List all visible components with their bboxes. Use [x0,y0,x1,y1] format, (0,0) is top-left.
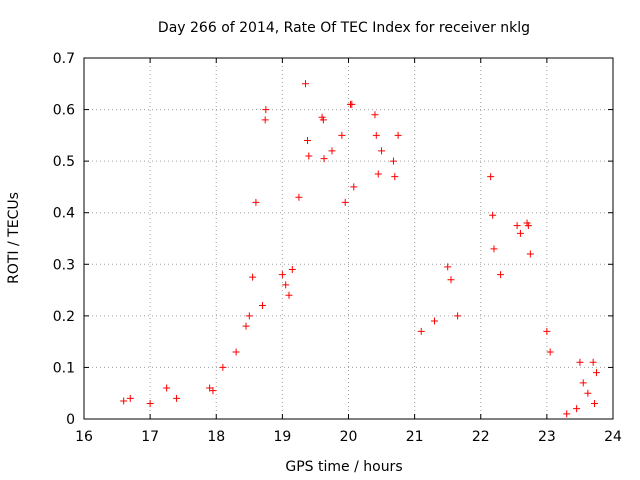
data-point [417,327,425,335]
data-point [278,271,286,279]
data-point [447,276,455,284]
data-point [219,363,227,371]
data-point [328,147,336,155]
axis-ticks: 16 17 18 19 20 21 22 23 24 0 0.1 0.2 0.3 0.4 0.5 0.6 0.7 [53,51,622,445]
data-point [526,250,534,258]
data-point [163,384,171,392]
data-point [389,157,397,165]
data-point [513,222,521,230]
data-point [579,379,587,387]
data-point [245,312,253,320]
data-point [524,222,532,230]
data-point [378,147,386,155]
data-point [304,137,312,145]
x-tick-label: 18 [207,429,225,445]
x-tick-label: 22 [472,429,490,445]
data-point [590,400,598,408]
data-point [592,369,600,377]
data-point [126,394,134,402]
data-point [259,302,267,310]
x-tick-label: 23 [538,429,556,445]
data-point [305,152,313,160]
data-point [391,173,399,181]
y-tick-label: 0.1 [53,360,75,376]
data-point [490,245,498,253]
data-point [543,327,551,335]
data-point [374,170,382,178]
data-point [516,229,524,237]
data-point [319,116,327,124]
data-point [295,193,303,201]
y-tick-label: 0.6 [53,103,75,119]
data-point [563,410,571,418]
data-point [546,348,554,356]
data-point [320,155,328,163]
data-point [209,387,217,395]
data-point [262,106,270,114]
data-point [242,322,250,330]
data-point [249,273,257,281]
data-point [576,358,584,366]
data-point [282,281,290,289]
x-tick-label: 16 [75,429,93,445]
data-point [394,131,402,139]
y-tick-label: 0.5 [53,154,75,170]
data-point [430,317,438,325]
x-tick-label: 19 [273,429,291,445]
data-point [487,173,495,181]
x-tick-label: 21 [406,429,424,445]
data-point [573,405,581,413]
data-point [489,211,497,219]
data-point [338,131,346,139]
data-point [146,400,154,408]
y-axis-label: ROTI / TECUs [6,192,22,284]
data-point [173,394,181,402]
x-tick-label: 17 [141,429,159,445]
data-point [589,358,597,366]
data-point [252,198,260,206]
data-point [232,348,240,356]
data-point [261,116,269,124]
data-points [120,80,600,418]
data-point [341,198,349,206]
data-point [372,131,380,139]
chart-title: Day 266 of 2014, Rate Of TEC Index for r… [158,20,530,36]
data-point [120,397,128,405]
data-point [302,80,310,88]
x-tick-label: 24 [604,429,622,445]
data-point [444,263,452,271]
grid-lines [84,58,613,419]
data-point [285,291,293,299]
y-tick-label: 0.4 [53,206,75,222]
data-point [454,312,462,320]
y-tick-label: 0 [66,412,75,428]
data-point [348,100,356,108]
data-point [350,183,358,191]
x-tick-label: 20 [340,429,358,445]
data-point [497,271,505,279]
y-tick-label: 0.2 [53,309,75,325]
y-tick-label: 0.3 [53,257,75,273]
y-tick-label: 0.7 [53,51,75,67]
data-point [288,265,296,273]
data-point [371,111,379,119]
x-axis-label: GPS time / hours [285,459,402,475]
data-point [584,389,592,397]
